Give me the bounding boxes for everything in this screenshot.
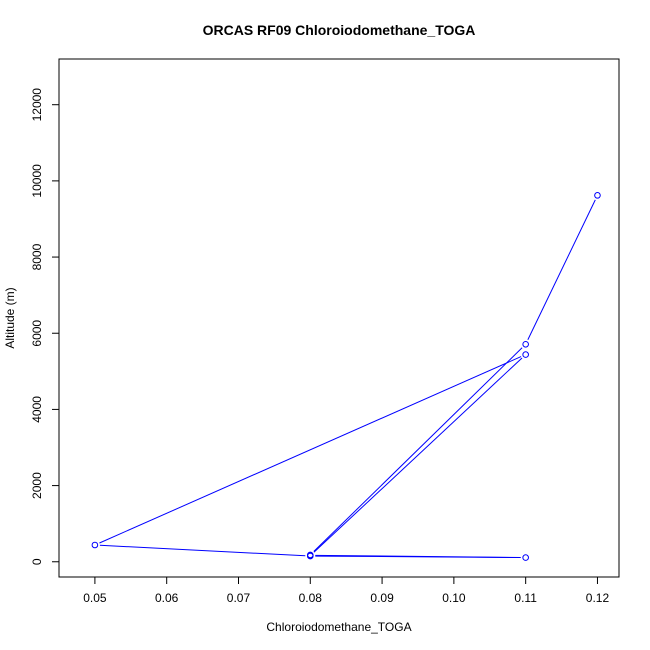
y-tick-label: 4000: [30, 396, 44, 423]
plot-frame: [58, 58, 620, 578]
x-tick-label: 0.11: [514, 591, 537, 605]
data-point: [594, 192, 601, 199]
y-tick-label: 10000: [30, 164, 44, 198]
series-segment: [527, 199, 596, 340]
series-segment: [99, 544, 306, 557]
y-tick-label: 2000: [30, 472, 44, 499]
y-axis-label: Altitude (m): [3, 287, 17, 348]
y-tick-label: 0: [30, 558, 44, 565]
x-axis: 0.05 0.06 0.07 0.08 0.09 0.10 0.11 0.12: [83, 576, 610, 605]
x-axis-label: Chloroiodomethane_TOGA: [266, 620, 411, 634]
data-point: [522, 554, 529, 561]
x-tick-label: 0.08: [299, 591, 323, 605]
x-tick-label: 0.06: [155, 591, 179, 605]
y-axis: 0 2000 4000 6000 8000 10000 12000: [30, 88, 60, 565]
x-tick-label: 0.05: [83, 591, 107, 605]
y-tick-label: 12000: [30, 88, 44, 122]
y-tick-label: 8000: [30, 243, 44, 270]
x-tick-label: 0.10: [442, 591, 466, 605]
data-point: [522, 340, 529, 348]
series-segment: [315, 554, 521, 559]
data-point: [522, 351, 529, 358]
series-lines: [99, 199, 596, 559]
series-segment: [99, 356, 522, 544]
series-points: [91, 192, 601, 561]
data-point: [91, 541, 99, 549]
y-tick-label: 6000: [30, 320, 44, 347]
x-tick-label: 0.07: [227, 591, 251, 605]
x-tick-label: 0.09: [370, 591, 394, 605]
series-segment: [313, 357, 523, 553]
series-segment: [313, 347, 523, 552]
x-tick-label: 0.12: [586, 591, 610, 605]
data-point: [306, 551, 314, 559]
chart-title: ORCAS RF09 Chloroiodomethane_TOGA: [203, 22, 476, 38]
